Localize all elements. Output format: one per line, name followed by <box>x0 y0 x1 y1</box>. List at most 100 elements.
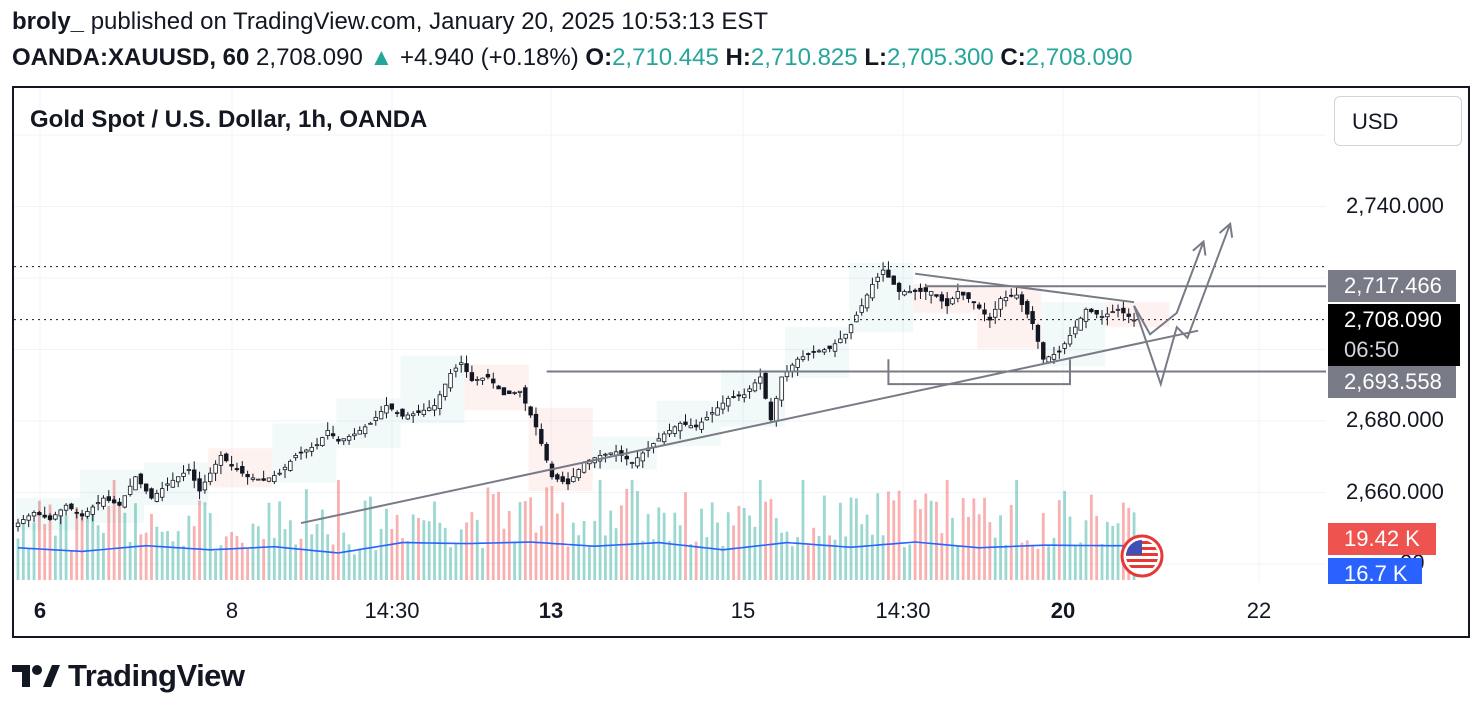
candle-body <box>635 457 640 467</box>
volume-bar <box>134 503 137 580</box>
candle-body <box>336 438 341 442</box>
candle-body <box>42 514 47 518</box>
volume-bar <box>326 534 330 580</box>
candle-body <box>779 376 784 401</box>
volume-bar <box>272 537 276 580</box>
volume-bar <box>881 535 885 580</box>
candle-body <box>58 509 63 517</box>
session-box <box>784 327 850 379</box>
candle-body <box>955 291 961 299</box>
resistance-price-tag: 2,717.466 <box>1328 270 1456 302</box>
candle-body <box>907 291 912 294</box>
candle-body <box>15 522 21 528</box>
last-price-value: 2,708.090 <box>1344 307 1442 332</box>
tradingview-icon <box>12 665 60 687</box>
candle-body <box>1062 343 1067 349</box>
tradingview-logo[interactable]: TradingView <box>12 656 245 696</box>
volume-bar <box>246 547 250 580</box>
volume-bar <box>502 528 506 580</box>
session-box <box>400 355 465 424</box>
candle-body <box>1014 294 1019 299</box>
candle-body <box>688 425 694 429</box>
candle-body <box>256 478 261 481</box>
candle-body <box>127 485 133 495</box>
high-key: H: <box>725 44 751 71</box>
candle-body <box>1121 307 1126 314</box>
candle-body <box>250 477 256 480</box>
volume-bar <box>192 526 196 580</box>
time-axis-label: 15 <box>730 598 756 623</box>
candle-body <box>341 438 346 442</box>
symbol-label: OANDA:XAUUSD, 60 <box>12 44 250 71</box>
candle-body <box>939 294 945 302</box>
last-price-tag: 2,708.090 06:50 <box>1328 304 1460 366</box>
candle-body <box>742 394 747 399</box>
candle-body <box>1041 342 1046 360</box>
candle-body <box>816 350 822 353</box>
candle-body <box>181 472 186 477</box>
volume-bars <box>16 480 1136 580</box>
bar-countdown: 06:50 <box>1344 337 1400 362</box>
volume-bar <box>144 532 148 580</box>
volume-bar <box>230 531 233 580</box>
candle-body <box>389 403 394 410</box>
us-flag-icon <box>1120 534 1164 578</box>
volume-bar <box>545 487 549 580</box>
volume-bar <box>571 522 575 580</box>
ascending-trendline <box>300 329 1199 525</box>
candle-body <box>693 424 699 428</box>
candle-body <box>1099 316 1105 318</box>
volume-bar <box>1047 546 1051 580</box>
volume-bar <box>705 537 709 580</box>
chart-title: Gold Spot / U.S. Dollar, 1h, OANDA <box>30 106 428 133</box>
volume-bar <box>988 522 992 580</box>
candle-body <box>854 314 859 323</box>
volume-bar <box>561 502 565 580</box>
volume-bar <box>598 480 602 580</box>
candle-body <box>368 422 373 425</box>
candle-body <box>459 362 464 365</box>
volume-bar <box>219 545 223 580</box>
candle-body <box>747 388 752 392</box>
volume-bar <box>1073 545 1077 580</box>
candle-body <box>827 345 832 349</box>
candle-body <box>288 460 293 471</box>
author-name[interactable]: broly_ <box>12 8 85 35</box>
candle-body <box>822 349 827 353</box>
candle-body <box>133 476 138 491</box>
candle-body <box>555 474 560 480</box>
volume-bar <box>422 520 426 580</box>
volume-bar <box>967 516 970 580</box>
candle-body <box>993 308 998 318</box>
candle-body <box>138 473 144 485</box>
candle-body <box>282 466 288 471</box>
candle-body <box>661 433 667 443</box>
volume-bar <box>790 546 794 580</box>
volume-bar <box>1105 521 1109 580</box>
volume-bar <box>854 498 858 580</box>
candle-body <box>426 407 432 411</box>
volume-bar <box>198 500 201 580</box>
candle-body <box>870 283 875 299</box>
candle-body <box>213 463 218 474</box>
price-axis-label: 2,660.000 <box>1346 479 1444 504</box>
volume-bar <box>993 537 997 580</box>
volume-ma-tag: 16.7 K <box>1328 558 1422 584</box>
candle-body <box>464 363 469 373</box>
volume-bar <box>892 500 896 580</box>
volume-bar <box>1116 523 1120 580</box>
currency-button[interactable]: USD <box>1334 96 1462 146</box>
candle-body <box>106 496 111 501</box>
volume-bar <box>694 541 698 580</box>
candle-body <box>272 475 277 483</box>
volume-bar <box>235 536 239 580</box>
high-value: 2,710.825 <box>750 44 858 71</box>
volume-bar <box>817 536 821 580</box>
candle-body <box>261 478 266 481</box>
candle-body <box>875 276 880 282</box>
candle-body <box>1003 297 1009 302</box>
change-up-icon: ▲ <box>369 44 394 71</box>
candle-body <box>603 453 608 456</box>
candle-body <box>111 499 117 504</box>
